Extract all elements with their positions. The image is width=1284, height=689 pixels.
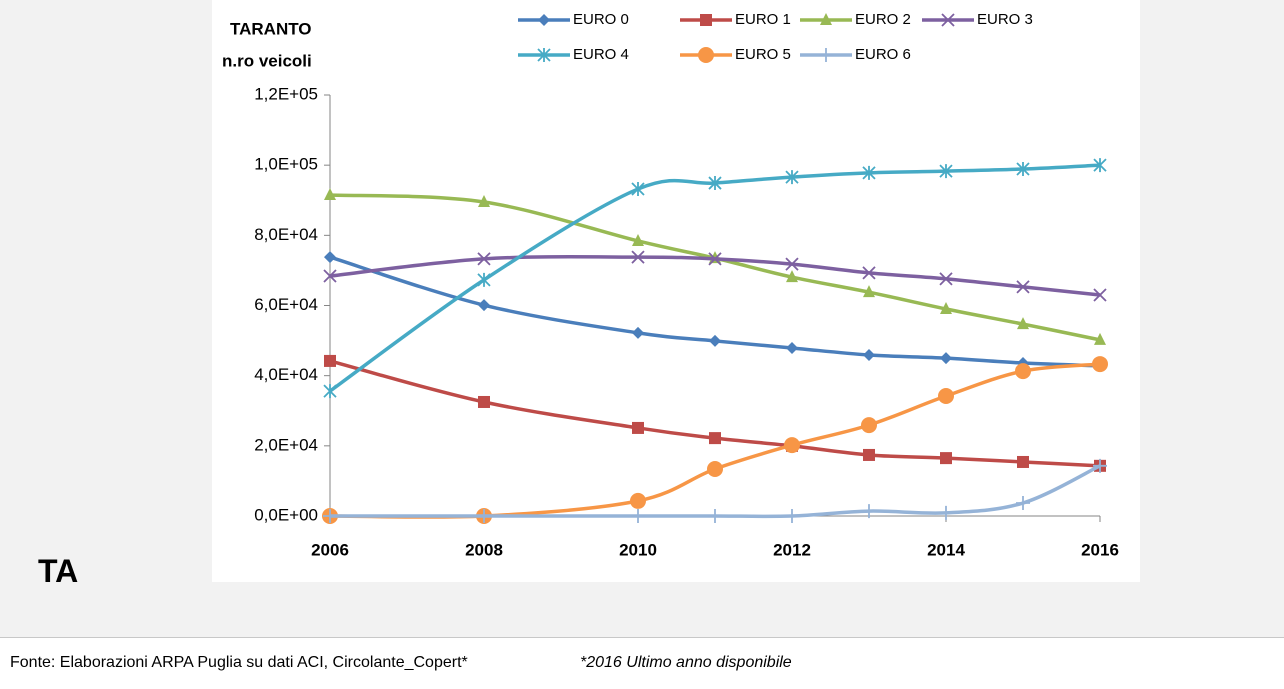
marker [700, 14, 712, 26]
y-tick-label: 0,0E+00 [254, 505, 318, 524]
x-tick-label: 2008 [465, 540, 503, 559]
marker [477, 252, 491, 266]
x-tick-label: 2014 [927, 540, 965, 559]
marker [941, 13, 955, 27]
marker [786, 341, 798, 354]
legend-label: EURO 2 [855, 11, 911, 28]
marker [939, 505, 953, 520]
legend-label: EURO 6 [855, 46, 911, 63]
marker [1093, 158, 1107, 173]
marker [323, 509, 337, 523]
x-tick-label: 2010 [619, 540, 657, 559]
y-tick-label: 4,0E+04 [254, 365, 318, 384]
footer: Fonte: Elaborazioni ARPA Puglia su dati … [0, 637, 1284, 689]
marker [537, 48, 551, 62]
marker [708, 509, 722, 523]
marker [698, 47, 714, 63]
y-axis-label: n.ro veicoli [222, 51, 312, 70]
y-tick-label: 8,0E+04 [254, 225, 318, 244]
marker [785, 257, 799, 271]
marker [477, 272, 491, 287]
marker [1017, 455, 1029, 468]
marker [630, 492, 646, 509]
marker [323, 269, 337, 283]
x-tick-label: 2016 [1081, 540, 1119, 559]
legend-item: EURO 4 [518, 46, 629, 63]
legend-label: EURO 5 [735, 46, 791, 63]
marker [478, 395, 490, 408]
y-tick-label: 6,0E+04 [254, 295, 318, 314]
marker [708, 176, 722, 191]
marker [862, 504, 876, 519]
marker [324, 187, 336, 200]
marker [631, 509, 645, 523]
source: Fonte: Elaborazioni ARPA Puglia su dati … [10, 654, 468, 671]
marker [708, 252, 722, 266]
marker [863, 285, 875, 298]
marker [861, 417, 877, 434]
legend-label: EURO 1 [735, 11, 791, 28]
y-tick-label: 1,2E+05 [254, 84, 318, 103]
marker [819, 48, 833, 62]
marker [939, 164, 953, 179]
chart-area [212, 0, 1140, 582]
marker [709, 334, 721, 347]
marker [632, 421, 644, 434]
y-tick-label: 1,0E+05 [254, 155, 318, 174]
chart-title: TARANTO [230, 19, 312, 38]
note: *2016 Ultimo anno disponibile [580, 654, 792, 671]
legend-item: EURO 3 [922, 11, 1033, 28]
marker [323, 384, 337, 399]
marker [1093, 458, 1107, 473]
legend-label: EURO 3 [977, 11, 1033, 28]
legend-item: EURO 0 [518, 11, 629, 28]
marker [939, 272, 953, 286]
marker [632, 326, 644, 339]
marker [1016, 162, 1030, 177]
marker [786, 270, 798, 283]
marker [631, 182, 645, 197]
marker [1093, 288, 1107, 302]
marker [709, 432, 721, 445]
marker [478, 299, 490, 312]
marker [478, 195, 490, 208]
marker [1015, 363, 1031, 380]
marker [707, 460, 723, 477]
legend-item: EURO 1 [680, 11, 791, 28]
marker [863, 448, 875, 461]
marker [1017, 317, 1029, 330]
legend-label: EURO 0 [573, 11, 629, 28]
x-tick-label: 2012 [773, 540, 811, 559]
marker [1016, 280, 1030, 294]
marker [631, 250, 645, 264]
marker [538, 14, 550, 26]
marker [632, 233, 644, 246]
marker [785, 509, 799, 523]
marker [785, 170, 799, 185]
marker [784, 437, 800, 454]
marker [938, 388, 954, 405]
chart: TARANTO n.ro veicoli 0,0E+00 2,0E+04 4,0E+… [212, 0, 1140, 582]
legend-item: EURO 6 [800, 46, 911, 63]
marker [477, 509, 491, 523]
x-tick-label: 2006 [311, 540, 349, 559]
legend-item: EURO 2 [800, 11, 911, 28]
marker [1016, 496, 1030, 511]
marker [324, 251, 336, 264]
marker [940, 452, 952, 465]
legend-label: EURO 4 [573, 46, 629, 63]
side-label: TA [38, 553, 79, 589]
marker [862, 165, 876, 180]
marker [863, 348, 875, 361]
legend-item: EURO 5 [680, 46, 791, 63]
marker [940, 352, 952, 365]
marker [820, 13, 832, 25]
marker [862, 266, 876, 280]
marker [1094, 332, 1106, 345]
marker [940, 302, 952, 315]
y-tick-label: 2,0E+04 [254, 435, 318, 454]
marker [1092, 356, 1108, 373]
marker [324, 354, 336, 367]
